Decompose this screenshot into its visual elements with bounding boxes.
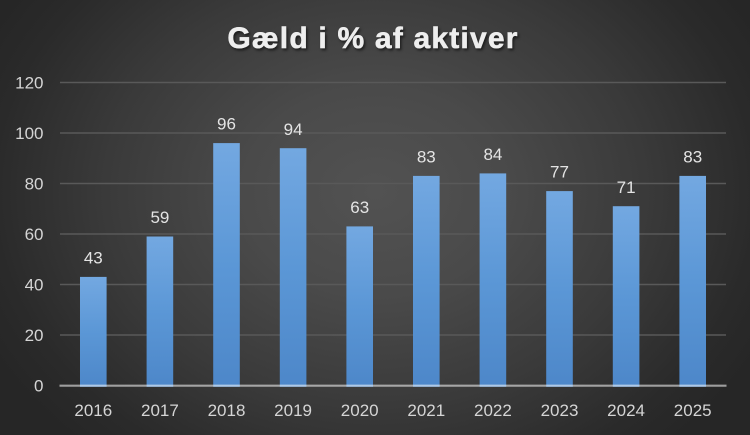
svg-text:96: 96 [217,115,236,134]
svg-text:77: 77 [550,163,569,182]
svg-text:120: 120 [15,74,43,93]
svg-text:94: 94 [284,120,303,139]
svg-text:84: 84 [483,145,502,164]
svg-text:80: 80 [25,175,44,194]
svg-text:59: 59 [150,208,169,227]
svg-text:40: 40 [25,276,44,295]
svg-text:2022: 2022 [474,401,512,420]
svg-text:Gæld i % af aktiver: Gæld i % af aktiver [227,22,518,55]
svg-text:60: 60 [25,225,44,244]
svg-text:43: 43 [84,249,103,268]
svg-text:2018: 2018 [208,401,246,420]
svg-text:2025: 2025 [674,401,712,420]
svg-text:2016: 2016 [74,401,112,420]
svg-text:83: 83 [417,148,436,167]
svg-text:2017: 2017 [141,401,179,420]
svg-text:2023: 2023 [541,401,579,420]
svg-text:2024: 2024 [607,401,645,420]
svg-text:20: 20 [25,326,44,345]
svg-text:71: 71 [617,178,636,197]
svg-text:100: 100 [15,124,43,143]
svg-text:2019: 2019 [274,401,312,420]
svg-text:0: 0 [34,377,43,396]
svg-text:63: 63 [350,198,369,217]
svg-text:83: 83 [683,148,702,167]
svg-text:2021: 2021 [407,401,445,420]
svg-text:2020: 2020 [341,401,379,420]
